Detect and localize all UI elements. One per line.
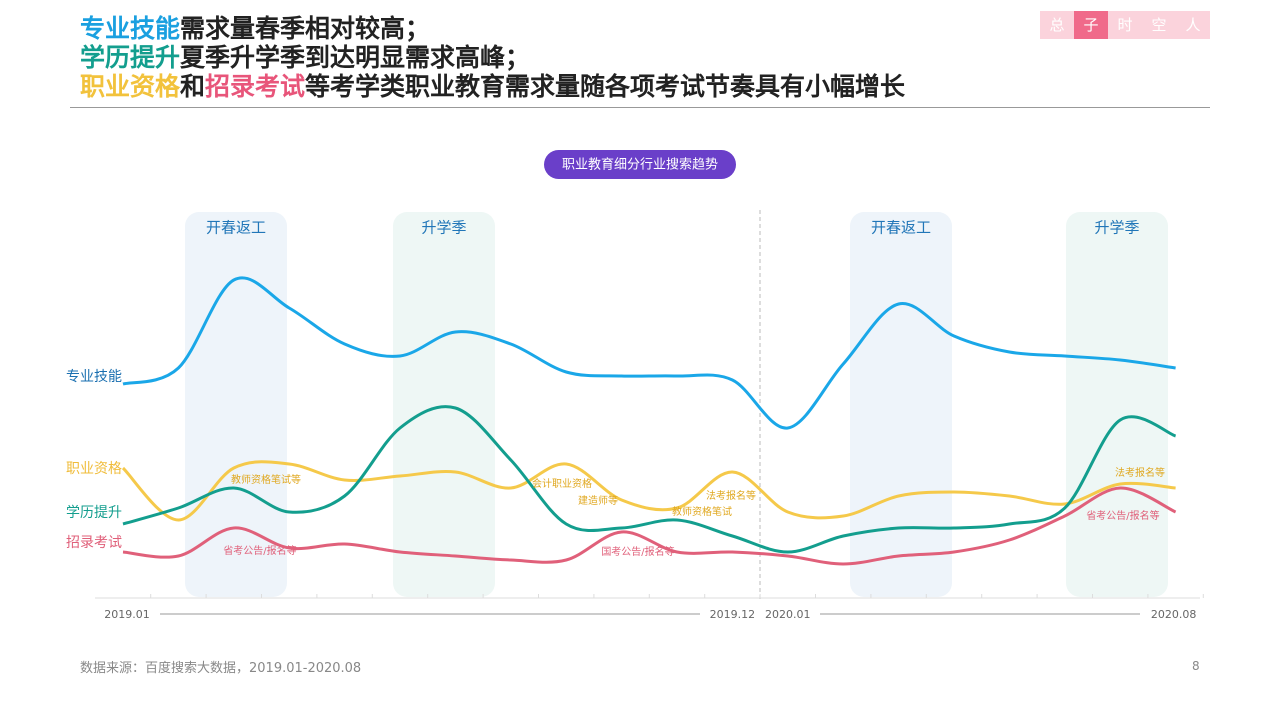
headline-key: 专业技能: [80, 14, 181, 43]
annotation: 会计职业资格: [532, 477, 592, 490]
period-label: 升学季: [1094, 219, 1139, 237]
x-tick-label: 2019.01: [104, 608, 150, 621]
x-tick-label: 2020.01: [765, 608, 811, 621]
page-number: 8: [1192, 659, 1200, 673]
period-band: [850, 212, 952, 597]
period-label: 升学季: [421, 219, 466, 237]
title-pill: [544, 150, 736, 179]
annotation: 建造师等: [578, 494, 618, 507]
headline: 专业技能需求量春季相对较高； 学历提升夏季升学季到达明显需求高峰； 职业资格和招…: [80, 14, 905, 101]
annotation: 教师资格笔试等: [231, 473, 301, 486]
series-line: [122, 405, 1177, 554]
chart-title: 职业教育细分行业搜索趋势: [562, 157, 718, 173]
x-tick-label: 2020.08: [1151, 608, 1197, 621]
headline-text: 等考学类职业教育需求量随各项考试节奏具有小幅增长: [305, 72, 906, 101]
headline-text: 和: [180, 72, 206, 101]
series-line: [121, 460, 1176, 522]
divider: [70, 107, 1210, 108]
annotation: 法考报名等: [706, 489, 756, 502]
annotation: 法考报名等: [1115, 466, 1165, 479]
period-band: [393, 212, 495, 597]
source: 数据来源：百度搜索大数据，2019.01-2020.08: [80, 661, 362, 676]
logo-char: 时: [1108, 11, 1142, 39]
period-band: [185, 212, 287, 597]
series-line: [122, 486, 1177, 566]
headline-key: 招录考试: [205, 72, 306, 101]
headline-text: 夏季升学季到达明显需求高峰；: [180, 43, 531, 72]
series-label: 学历提升: [66, 505, 122, 521]
x-tick-label: 2019.12: [710, 608, 756, 621]
period-label: 开春返工: [206, 219, 266, 237]
logo-char: 子: [1074, 11, 1108, 39]
headline-text: 需求量春季相对较高；: [180, 14, 431, 43]
annotation: 省考公告/报名等: [223, 544, 296, 557]
headline-key: 学历提升: [80, 43, 181, 72]
period-label: 开春返工: [871, 219, 931, 237]
annotation: 省考公告/报名等: [1086, 509, 1159, 522]
series-label: 招录考试: [66, 535, 122, 551]
series-label: 职业资格: [66, 461, 122, 477]
period-band: [1066, 212, 1168, 597]
logo: 总子时空人: [1040, 11, 1210, 39]
annotation: 国考公告/报名等: [601, 545, 674, 558]
series-label: 专业技能: [66, 369, 122, 385]
series-line: [122, 276, 1176, 430]
logo-char: 人: [1176, 11, 1210, 39]
headline-key: 职业资格: [80, 72, 181, 101]
annotation: 教师资格笔试: [672, 505, 732, 518]
logo-char: 空: [1142, 11, 1176, 39]
logo-char: 总: [1040, 11, 1074, 39]
